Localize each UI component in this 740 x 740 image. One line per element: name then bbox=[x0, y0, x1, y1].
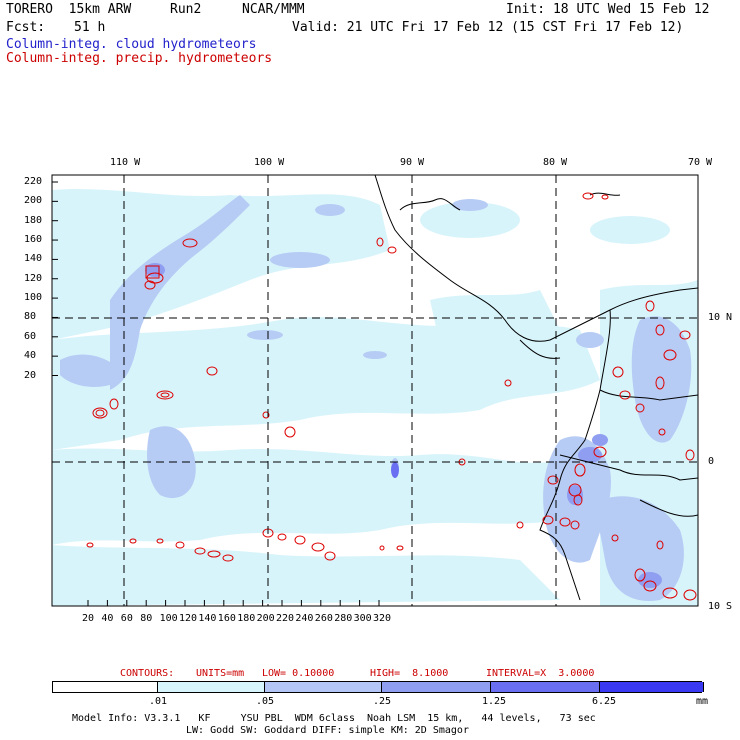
valid-time: Valid: 21 UTC Fri 17 Feb 12 (15 CST Fri … bbox=[292, 20, 684, 35]
cloud-field-medium bbox=[60, 195, 692, 601]
y-tick-label: 60 bbox=[24, 330, 37, 342]
contours-label: CONTOURS: bbox=[120, 668, 175, 679]
init-time: Init: 18 UTC Wed 15 Feb 12 bbox=[506, 2, 710, 17]
lon-label-70w: 70 W bbox=[688, 157, 713, 168]
y-tick-label: 100 bbox=[24, 292, 43, 304]
lat-label-0: 0 bbox=[708, 456, 715, 467]
colorbar-segment bbox=[157, 682, 264, 692]
contours-high: HIGH= 8.1000 bbox=[370, 668, 449, 679]
lon-label-100w: 100 W bbox=[254, 157, 285, 168]
x-tick-label: 20 bbox=[82, 613, 95, 624]
x-tick-label: 240 bbox=[295, 613, 314, 624]
graticule bbox=[52, 175, 698, 606]
fcst-label: Fcst: bbox=[6, 20, 46, 35]
colorbar-segment bbox=[381, 682, 490, 692]
contours-low: LOW= 0.10000 bbox=[262, 668, 335, 679]
colorbar-segment bbox=[264, 682, 381, 692]
colorbar-label-25: .25 bbox=[373, 696, 392, 707]
y-tick-label: 120 bbox=[24, 272, 43, 284]
map-frame bbox=[51, 174, 699, 607]
x-tick-label: 140 bbox=[198, 613, 217, 624]
colorbar bbox=[52, 681, 704, 693]
x-tick-label: 160 bbox=[217, 613, 236, 624]
y-tick-label: 40 bbox=[24, 350, 37, 362]
org-label: NCAR/MMM bbox=[242, 2, 305, 17]
y-tick-label: 200 bbox=[24, 195, 43, 207]
legend-precip: Column-integ. precip. hydrometeors bbox=[6, 51, 273, 66]
x-tick-label: 100 bbox=[159, 613, 178, 624]
galapagos-cloud bbox=[391, 462, 399, 478]
y-tick-label: 140 bbox=[24, 253, 43, 265]
y-tick-label: 180 bbox=[24, 214, 43, 226]
legend-cloud: Column-integ. cloud hydrometeors bbox=[6, 37, 257, 52]
colorbar-label-05: .05 bbox=[256, 696, 275, 707]
colorbar-segment bbox=[53, 682, 157, 692]
x-tick-label: 320 bbox=[373, 613, 392, 624]
x-tick-label: 180 bbox=[237, 613, 256, 624]
x-tick-label: 280 bbox=[334, 613, 353, 624]
model-title: TORERO 15km ARW bbox=[6, 2, 132, 17]
colorbar-label-125: 1.25 bbox=[482, 696, 507, 707]
colorbar-label-625: 6.25 bbox=[592, 696, 617, 707]
fcst-value: 51 h bbox=[74, 20, 106, 35]
lon-label-90w: 90 W bbox=[400, 157, 425, 168]
run-label: Run2 bbox=[170, 2, 202, 17]
lon-label-110w: 110 W bbox=[110, 157, 141, 168]
x-tick-label: 40 bbox=[101, 613, 114, 624]
colorbar-label-01: .01 bbox=[149, 696, 168, 707]
x-tick-label: 120 bbox=[179, 613, 198, 624]
contours-units: UNITS=mm bbox=[196, 668, 245, 679]
contours-interval: INTERVAL=X 3.0000 bbox=[486, 668, 595, 679]
y-tick-label: 20 bbox=[24, 369, 37, 381]
x-tick-label: 200 bbox=[256, 613, 275, 624]
colorbar-segment bbox=[490, 682, 599, 692]
colorbar-segment bbox=[599, 682, 703, 692]
y-tick-label: 160 bbox=[24, 234, 43, 246]
x-tick-label: 300 bbox=[353, 613, 372, 624]
highlight-box bbox=[145, 265, 160, 279]
lat-label-10n: 10 N bbox=[708, 312, 733, 323]
x-tick-label: 60 bbox=[120, 613, 133, 624]
x-tick-label: 260 bbox=[314, 613, 333, 624]
model-info: Model Info: V3.3.1 KF YSU PBL WDM 6class… bbox=[72, 713, 596, 724]
x-tick-label: 220 bbox=[276, 613, 295, 624]
colorbar-segment bbox=[703, 682, 704, 692]
y-tick-label: 220 bbox=[24, 176, 43, 187]
lat-label-10s: 10 S bbox=[708, 601, 733, 612]
precip-contours bbox=[86, 192, 697, 601]
physics-info: LW: Godd SW: Goddard DIFF: simple KM: 2D… bbox=[186, 725, 469, 736]
x-tick-label: 80 bbox=[140, 613, 153, 624]
colorbar-unit: mm bbox=[696, 696, 709, 707]
y-tick-label: 80 bbox=[24, 311, 37, 323]
lon-label-80w: 80 W bbox=[543, 157, 568, 168]
